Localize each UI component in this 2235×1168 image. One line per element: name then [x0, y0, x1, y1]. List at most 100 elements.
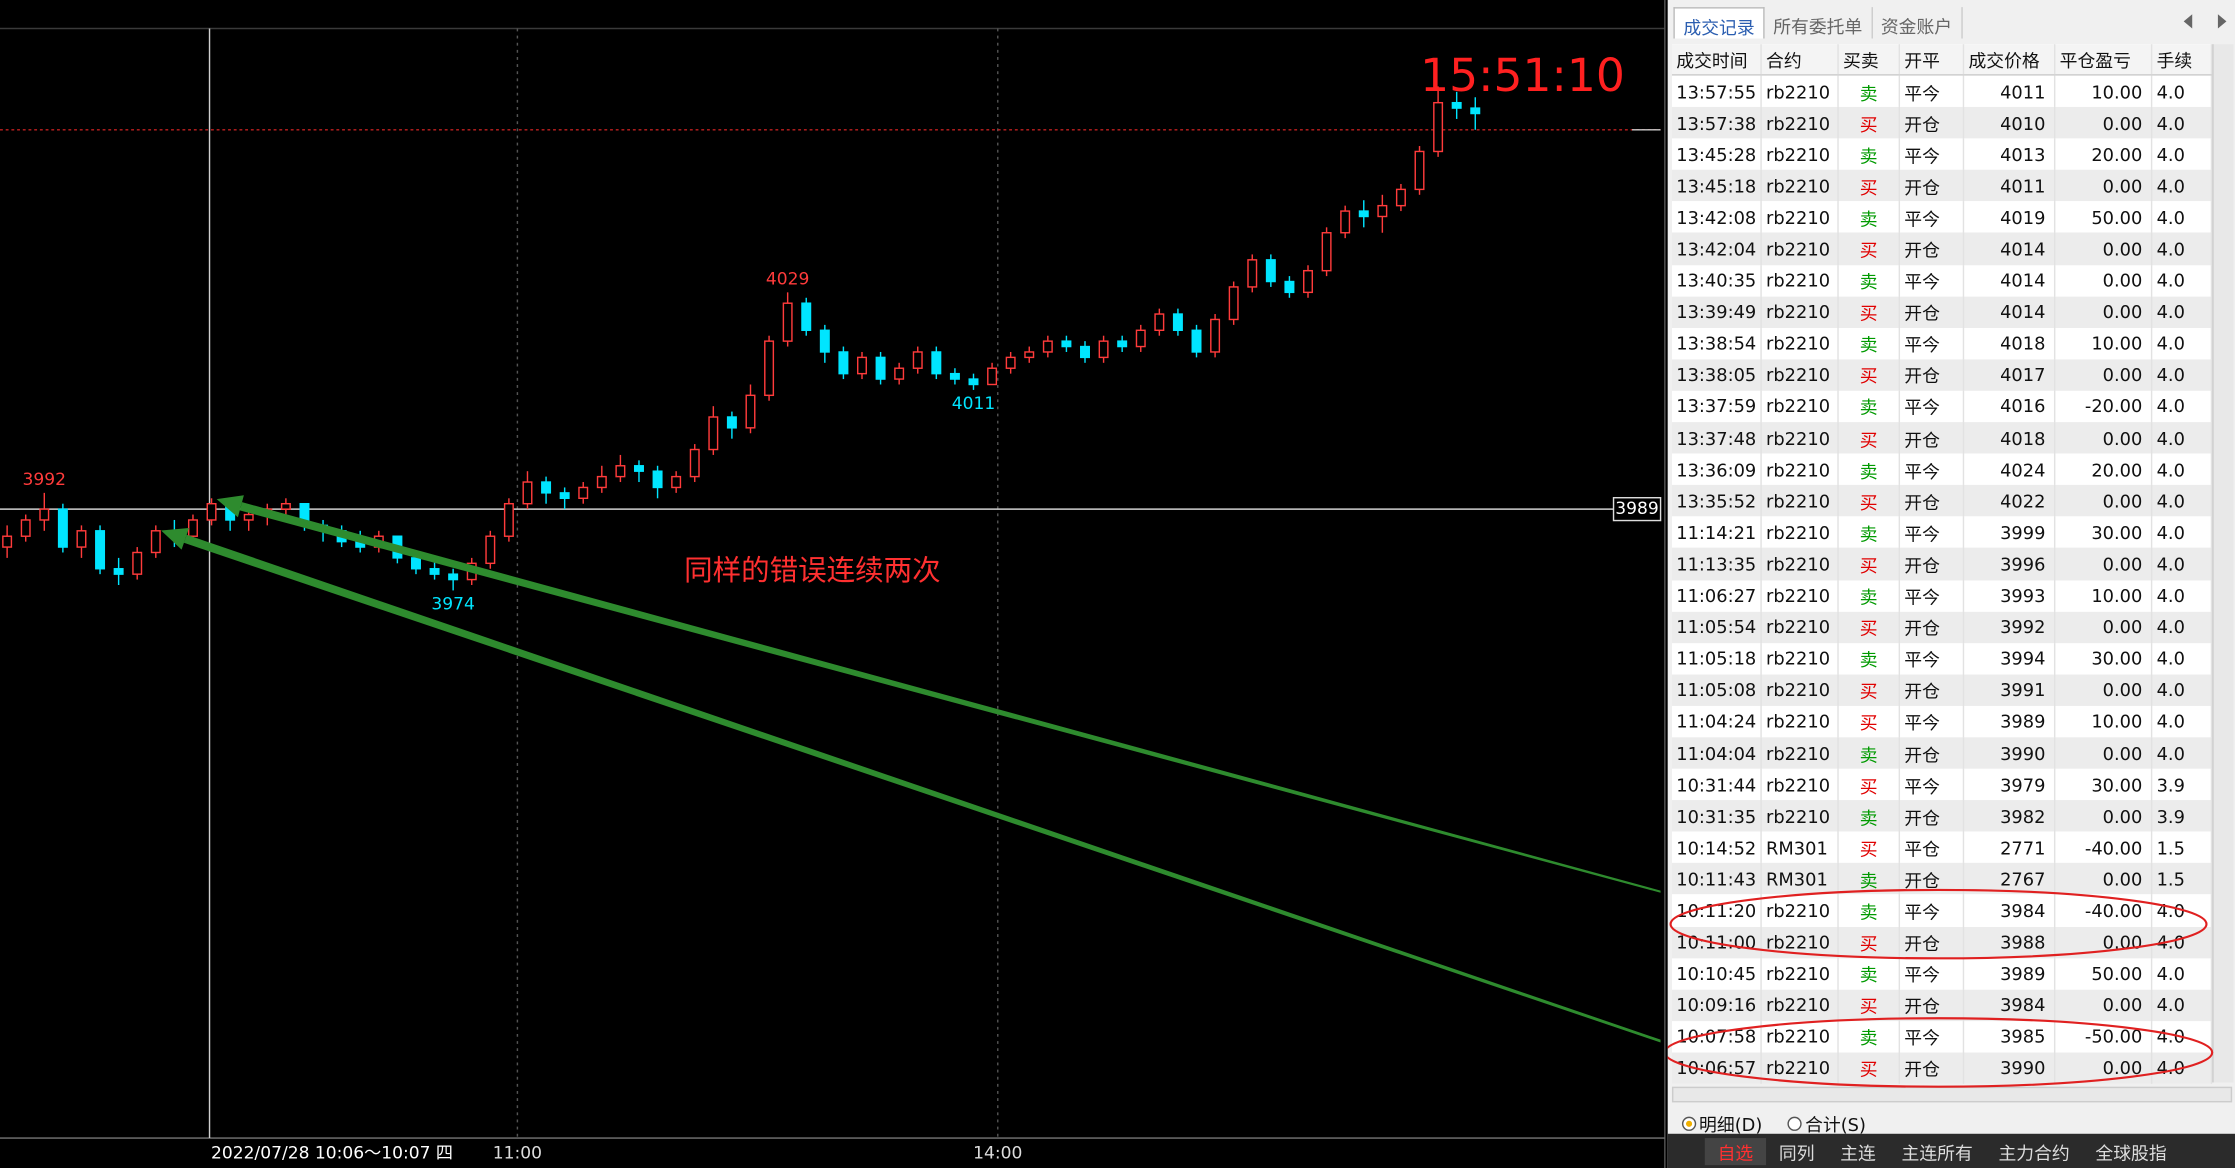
candle-body [708, 416, 719, 451]
table-cell: 4.0 [2152, 422, 2213, 454]
table-row[interactable]: 13:45:18 rb2210 买开仓 4011 0.00 4.0 [1671, 170, 2213, 202]
tab[interactable]: 资金账户 [1872, 7, 1963, 39]
table-cell: 3990 [1964, 1052, 2056, 1084]
column-header[interactable]: 手续 [2152, 44, 2213, 75]
bottom-tab[interactable]: 同列 [1778, 1141, 1815, 1164]
table-row[interactable]: 13:36:09 rb2210 卖平今 4024 20.00 4.0 [1672, 453, 2213, 486]
table-cell: 10:09:16 [1672, 989, 1762, 1021]
candle-body [1228, 286, 1239, 321]
table-cell: 卖 [1839, 1020, 1901, 1053]
table-cell: 4024 [1964, 453, 2056, 486]
table-cell: 4.0 [2152, 1052, 2213, 1084]
table-row[interactable]: 11:05:08 rb2210 买开仓 3991 0.00 4.0 [1671, 674, 2213, 706]
bottom-tab[interactable]: 主连所有 [1901, 1141, 1973, 1164]
radio-dot[interactable] [1787, 1115, 1803, 1131]
table-row[interactable]: 10:10:45 rb2210 卖平今 3989 50.00 4.0 [1672, 957, 2213, 990]
table-cell: 开仓 [1900, 611, 1965, 643]
table-cell: rb2210 [1762, 611, 1839, 643]
table-cell: 4.0 [2152, 453, 2213, 486]
table-row[interactable]: 11:05:18 rb2210 卖平今 3994 30.00 4.0 [1672, 642, 2213, 675]
table-cell: 买 [1839, 422, 1901, 454]
table-row[interactable]: 13:57:55 rb2210 卖平今 4011 10.00 4.0 [1672, 75, 2213, 108]
table-cell: 卖 [1839, 800, 1901, 832]
table-cell: rb2210 [1762, 737, 1839, 769]
column-header[interactable]: 成交价格 [1964, 44, 2056, 75]
crosshair-time-label: 2022/07/28 10:06～10:07 四 [211, 1144, 453, 1164]
table-row[interactable]: 10:09:16 rb2210 买开仓 3984 0.00 4.0 [1671, 989, 2213, 1021]
table-row[interactable]: 13:39:49 rb2210 买开仓 4014 0.00 4.0 [1671, 296, 2213, 328]
table-cell: 0.00 [2055, 737, 2153, 769]
table-row[interactable]: 13:37:59 rb2210 卖平今 4016 -20.00 4.0 [1672, 390, 2213, 423]
radio-option[interactable]: 明细(D) [1681, 1110, 1763, 1137]
table-row[interactable]: 10:11:20 rb2210 卖平今 3984 -40.00 4.0 [1672, 894, 2213, 927]
table-cell: 平今 [1900, 894, 1965, 927]
table-cell: 4.0 [2152, 390, 2213, 423]
table-cell: 平今 [1900, 327, 1965, 360]
table-cell: rb2210 [1762, 422, 1839, 454]
column-header[interactable]: 开平 [1900, 44, 1965, 75]
table-cell: 平今 [1900, 768, 1965, 801]
column-header[interactable]: 合约 [1762, 44, 1839, 75]
trade-table: 成交时间 合约 买卖 开平 成交价格 平仓盈亏 手续 13:57:55 rb2210 卖平今 401… [1671, 44, 2213, 1084]
table-cell: 买 [1839, 831, 1901, 864]
table-row[interactable]: 13:42:04 rb2210 买开仓 4014 0.00 4.0 [1671, 233, 2213, 265]
table-row[interactable]: 11:05:54 rb2210 买开仓 3992 0.00 4.0 [1671, 611, 2213, 643]
table-cell: 3991 [1964, 674, 2056, 706]
table-row[interactable]: 13:38:54 rb2210 卖平今 4018 10.00 4.0 [1672, 327, 2213, 360]
table-row[interactable]: 11:14:21 rb2210 卖平今 3999 30.00 4.0 [1672, 516, 2213, 549]
table-row[interactable]: 13:57:38 rb2210 买开仓 4010 0.00 4.0 [1671, 107, 2213, 139]
table-cell: 4.0 [2152, 264, 2213, 297]
tab[interactable]: 成交记录 [1673, 7, 1765, 39]
arrow-left[interactable] [2183, 14, 2193, 29]
table-row[interactable]: 10:07:58 rb2210 卖平今 3985 -50.00 4.0 [1672, 1020, 2213, 1053]
table-cell: 0.00 [2055, 674, 2153, 706]
radio-label[interactable]: 合计(S) [1805, 1113, 1866, 1136]
candle-body [764, 340, 775, 397]
table-cell: -50.00 [2055, 1020, 2153, 1053]
time-label: 11:00 [493, 1144, 542, 1164]
table-row[interactable]: 10:14:52 RM301 买平仓 2771 -40.00 1.5 [1672, 831, 2213, 864]
candle-body [633, 465, 644, 472]
table-row[interactable]: 13:40:35 rb2210 卖平今 4014 0.00 4.0 [1672, 264, 2213, 297]
arrow-right[interactable] [2217, 14, 2227, 29]
table-cell: 10.00 [2055, 327, 2153, 360]
table-row[interactable]: 13:37:48 rb2210 买开仓 4018 0.00 4.0 [1671, 422, 2213, 454]
highlight-ellipse [1667, 1017, 2214, 1088]
table-row[interactable]: 11:04:24 rb2210 买平今 3989 10.00 4.0 [1672, 705, 2213, 738]
table-row[interactable]: 10:31:44 rb2210 买平今 3979 30.00 3.9 [1672, 768, 2213, 801]
vertical-scrollbar[interactable] [2212, 44, 2234, 1083]
table-cell: 30.00 [2055, 642, 2153, 675]
table-row[interactable]: 11:13:35 rb2210 买开仓 3996 0.00 4.0 [1671, 548, 2213, 580]
candle-body [57, 508, 68, 548]
annotation: 同样的错误连续两次 [684, 554, 940, 587]
tab[interactable]: 所有委托单 [1765, 7, 1873, 39]
table-cell: 开仓 [1900, 737, 1965, 769]
table-cell: 4.0 [2152, 737, 2213, 769]
table-row[interactable]: 10:31:35 rb2210 卖开仓 3982 0.00 3.9 [1671, 800, 2213, 832]
table-cell: rb2210 [1762, 264, 1839, 297]
bottom-tab[interactable]: 主连 [1840, 1141, 1876, 1164]
candle-body [968, 378, 979, 386]
radio-option[interactable]: 合计(S) [1787, 1110, 1866, 1137]
radio-dot[interactable] [1681, 1115, 1697, 1131]
column-header[interactable]: 成交时间 [1672, 44, 1762, 75]
table-row[interactable]: 11:06:27 rb2210 卖平今 3993 10.00 4.0 [1672, 579, 2213, 612]
table-cell: 买 [1839, 611, 1901, 643]
radio-label[interactable]: 明细(D) [1699, 1113, 1763, 1136]
table-row[interactable]: 11:04:04 rb2210 卖开仓 3990 0.00 4.0 [1671, 737, 2213, 769]
table-cell: rb2210 [1762, 894, 1839, 927]
column-header[interactable]: 平仓盈亏 [2055, 44, 2153, 75]
table-cell: RM301 [1762, 863, 1839, 895]
table-cell: 卖 [1839, 579, 1901, 612]
table-row[interactable]: 13:45:28 rb2210 卖平今 4013 20.00 4.0 [1672, 138, 2213, 171]
bottom-tab[interactable]: 自选 [1704, 1137, 1767, 1165]
bottom-tab[interactable]: 全球股指 [2095, 1141, 2167, 1164]
column-header[interactable]: 买卖 [1839, 44, 1901, 75]
bottom-tab[interactable]: 主力合约 [1998, 1141, 2070, 1164]
table-row[interactable]: 13:38:05 rb2210 买开仓 4017 0.00 4.0 [1671, 359, 2213, 391]
table-cell: 4.0 [2152, 138, 2213, 171]
table-row[interactable]: 13:35:52 rb2210 买开仓 4022 0.00 4.0 [1671, 485, 2213, 517]
highlight-ellipse [1669, 888, 2208, 960]
table-row[interactable]: 13:42:08 rb2210 卖平今 4019 50.00 4.0 [1672, 201, 2213, 234]
table-cell: 平今 [1900, 264, 1965, 297]
